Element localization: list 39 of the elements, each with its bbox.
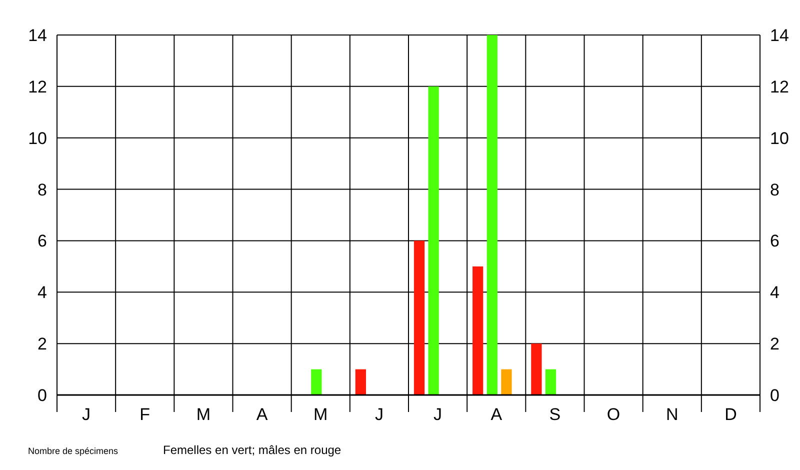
bar: [531, 344, 542, 395]
text: Femelles en vert; mâles en rouge: [163, 443, 342, 457]
x-tick-label: D: [724, 405, 737, 424]
y-tick-label: 2: [38, 334, 47, 354]
y2-tick-label: 4: [770, 283, 780, 302]
bar: [311, 369, 322, 395]
x-tick-label: O: [606, 405, 620, 424]
y-tick-label: 6: [38, 232, 47, 251]
bar: [355, 369, 366, 395]
bar: [428, 86, 439, 395]
y2-tick-label: 10: [770, 128, 789, 148]
y2-tick-label: 0: [770, 386, 780, 405]
x-tick-label: S: [549, 405, 561, 424]
y-tick-label: 0: [38, 386, 47, 405]
x-tick-label: M: [314, 405, 328, 424]
y2-tick-label: 14: [770, 26, 789, 45]
text: Nombre de spécimens: [28, 446, 119, 456]
x-tick-label: J: [434, 405, 442, 424]
x-tick-label: F: [140, 405, 150, 424]
y2-tick-label: 6: [770, 232, 780, 251]
y-tick-label: 10: [28, 128, 47, 148]
bar: [486, 35, 498, 395]
y2-tick-label: 8: [770, 180, 780, 200]
y-tick-label: 12: [28, 77, 47, 96]
x-tick-label: J: [374, 405, 384, 424]
y-tick-label: 14: [28, 26, 47, 45]
y2-tick-label: 12: [770, 77, 789, 96]
x-tick-label: M: [196, 405, 211, 424]
bar: [414, 240, 425, 395]
y2-tick-label: 2: [770, 334, 780, 354]
bar: [545, 369, 556, 395]
x-tick-label: A: [490, 405, 503, 424]
y-tick-label: 4: [38, 283, 47, 302]
bar: [501, 369, 512, 395]
x-tick-label: N: [666, 405, 678, 424]
x-tick-label: J: [82, 405, 91, 424]
x-tick-label: A: [256, 405, 268, 424]
bar: [472, 266, 484, 395]
y-tick-label: 8: [38, 180, 47, 200]
